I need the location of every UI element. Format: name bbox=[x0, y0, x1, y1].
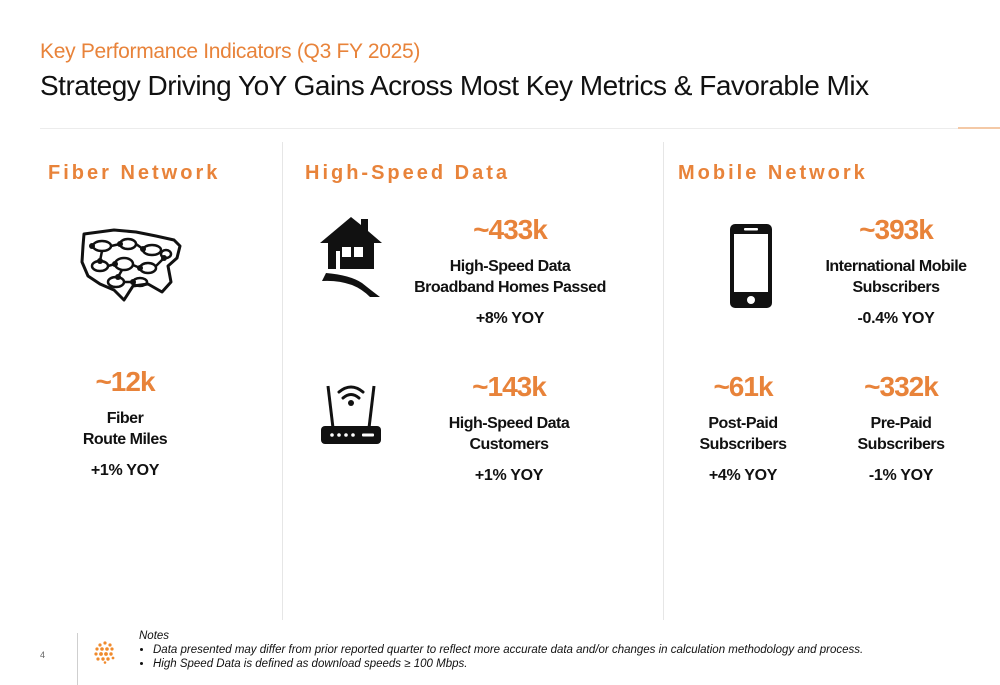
metric-label: Pre-Paid Subscribers bbox=[857, 415, 945, 453]
metric-label: High-Speed Data Customers bbox=[448, 415, 570, 453]
metric-value: ~393k bbox=[859, 214, 934, 245]
metric-yoy: +1% YOY bbox=[90, 462, 160, 479]
metric-hsd-customers: ~143k High-Speed Data Customers +1% YOY bbox=[399, 371, 619, 485]
column-divider-1 bbox=[282, 142, 283, 620]
company-logo-icon bbox=[93, 640, 117, 669]
metric-value: ~433k bbox=[473, 214, 548, 245]
smartphone-icon bbox=[729, 223, 773, 314]
metric-label: High-Speed Data Broadband Homes Passed bbox=[414, 258, 606, 296]
section-title-mobile: Mobile Network bbox=[678, 162, 868, 184]
metric-yoy: -0.4% YOY bbox=[857, 310, 935, 327]
column-divider-2 bbox=[663, 142, 664, 620]
page-number: 4 bbox=[40, 650, 46, 660]
house-road-icon bbox=[318, 213, 384, 304]
metric-yoy: +8% YOY bbox=[475, 310, 545, 327]
metric-yoy: +4% YOY bbox=[708, 467, 778, 484]
metric-yoy: +1% YOY bbox=[474, 467, 544, 484]
header-accent-bar bbox=[958, 127, 1000, 129]
notes-title: Notes bbox=[139, 630, 170, 642]
slide-title: Strategy Driving YoY Gains Across Most K… bbox=[40, 70, 869, 101]
metric-homes-passed: ~433k High-Speed Data Broadband Homes Pa… bbox=[400, 214, 620, 328]
metric-postpaid: ~61k Post-Paid Subscribers +4% YOY bbox=[633, 371, 853, 485]
wifi-router-icon bbox=[318, 380, 384, 457]
metric-value: ~143k bbox=[472, 371, 547, 402]
metric-value: ~61k bbox=[713, 371, 773, 402]
header-divider bbox=[40, 128, 1000, 129]
footnotes: Notes Data presented may differ from pri… bbox=[139, 630, 863, 672]
metric-fiber-route-miles: ~12k Fiber Route Miles +1% YOY bbox=[15, 366, 235, 480]
metric-value: ~332k bbox=[864, 371, 939, 402]
metric-prepaid: ~332k Pre-Paid Subscribers -1% YOY bbox=[791, 371, 1000, 485]
section-title-hsd: High-Speed Data bbox=[305, 162, 511, 184]
metric-label: Fiber Route Miles bbox=[82, 410, 168, 448]
metric-label: International Mobile Subscribers bbox=[825, 258, 967, 296]
note-item: Data presented may differ from prior rep… bbox=[153, 644, 863, 656]
slide-kicker: Key Performance Indicators (Q3 FY 2025) bbox=[40, 40, 421, 63]
metric-international-mobile: ~393k International Mobile Subscribers -… bbox=[786, 214, 1000, 328]
us-network-map-icon bbox=[78, 222, 184, 311]
metric-yoy: -1% YOY bbox=[868, 467, 934, 484]
footer-divider bbox=[77, 633, 78, 685]
note-item: High Speed Data is defined as download s… bbox=[153, 658, 863, 670]
metric-label: Post-Paid Subscribers bbox=[699, 415, 787, 453]
section-title-fiber: Fiber Network bbox=[48, 162, 221, 184]
metric-value: ~12k bbox=[95, 366, 155, 397]
